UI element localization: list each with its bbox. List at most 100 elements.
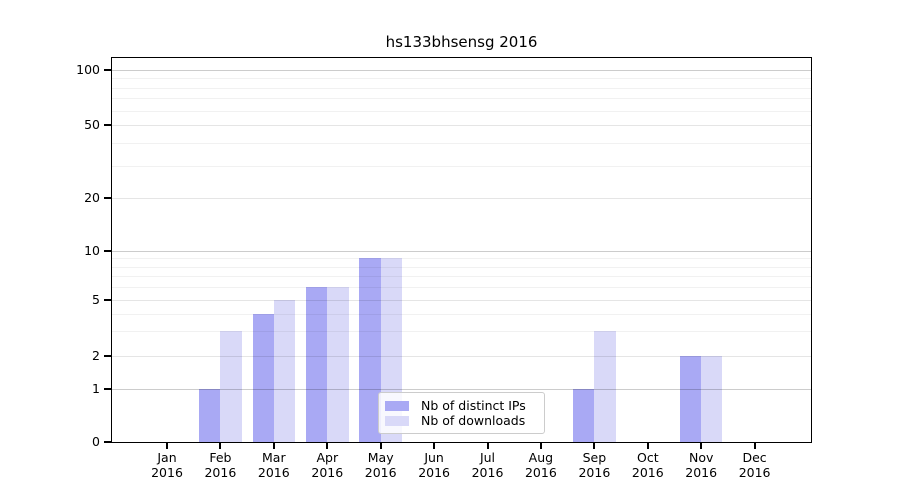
x-tick-month: Dec (742, 450, 767, 465)
chart-title: hs133bhsensg 2016 (385, 33, 538, 51)
gridline-100 (112, 70, 811, 71)
x-tick-label-jun: Jun 2016 (407, 450, 461, 480)
x-tick-year: 2016 (364, 465, 397, 480)
x-tick-label-aug: Aug 2016 (514, 450, 568, 480)
legend-label-downloads: Nb of downloads (421, 413, 526, 428)
y-tick-label-20: 20 (84, 190, 100, 205)
gridline-30 (112, 165, 811, 167)
gridline-60 (112, 110, 811, 112)
x-tick-month: Feb (209, 450, 232, 465)
legend: Nb of distinct IPs Nb of downloads (378, 392, 545, 434)
gridline-8 (112, 266, 811, 268)
y-tick-label-100: 100 (76, 62, 100, 77)
x-tick-label-feb: Feb 2016 (193, 450, 247, 480)
x-tick-label-nov: Nov 2016 (674, 450, 728, 480)
x-tick-year: 2016 (631, 465, 664, 480)
x-tick-year: 2016 (471, 465, 504, 480)
x-tick-year: 2016 (685, 465, 718, 480)
gridline-80 (112, 87, 811, 89)
gridline-1 (112, 389, 811, 390)
x-tick-label-sep: Sep 2016 (567, 450, 621, 480)
gridline-5 (112, 300, 811, 301)
gridline-3 (112, 331, 811, 333)
x-tick-month: Nov (688, 450, 714, 465)
y-tick-label-5: 5 (92, 292, 100, 307)
x-tick-year: 2016 (257, 465, 290, 480)
gridline-40 (112, 142, 811, 144)
gridline-7 (112, 276, 811, 278)
gridline-10 (112, 251, 811, 252)
x-tick-mark-mar (272, 443, 275, 449)
y-tick-mark-10 (104, 250, 112, 252)
bar-downloads-nov (701, 356, 723, 442)
x-tick-mark-oct (646, 443, 649, 449)
x-tick-label-oct: Oct 2016 (621, 450, 675, 480)
gridline-9 (112, 258, 811, 260)
bar-distinct-ips-sep (573, 389, 595, 442)
y-tick-mark-2 (104, 355, 112, 357)
bar-distinct-ips-apr (306, 287, 328, 442)
legend-label-distinct-ips: Nb of distinct IPs (421, 398, 526, 413)
x-tick-year: 2016 (738, 465, 771, 480)
x-tick-label-may: May 2016 (354, 450, 408, 480)
x-tick-label-apr: Apr 2016 (300, 450, 354, 480)
y-tick-mark-1 (104, 388, 112, 390)
x-tick-label-dec: Dec 2016 (728, 450, 782, 480)
x-tick-year: 2016 (578, 465, 611, 480)
y-tick-mark-20 (104, 197, 112, 199)
gridline-6 (112, 287, 811, 289)
x-tick-month: May (367, 450, 394, 465)
y-tick-mark-0 (104, 441, 112, 443)
x-tick-mark-nov (700, 443, 703, 449)
x-tick-mark-apr (326, 443, 329, 449)
x-tick-mark-aug (539, 443, 542, 449)
plot-area (111, 57, 812, 443)
y-tick-label-2: 2 (92, 348, 100, 363)
legend-swatch-downloads (385, 415, 409, 426)
x-tick-month: Mar (262, 450, 286, 465)
legend-swatch-distinct-ips (385, 400, 409, 411)
x-tick-mark-jul (486, 443, 489, 449)
bar-distinct-ips-may (359, 258, 381, 442)
bar-distinct-ips-mar (252, 313, 274, 442)
x-tick-mark-dec (753, 443, 756, 449)
x-tick-label-mar: Mar 2016 (247, 450, 301, 480)
x-tick-year: 2016 (418, 465, 450, 480)
x-tick-month: Jan (157, 450, 177, 465)
x-tick-mark-jun (433, 443, 436, 449)
x-tick-month: Oct (636, 450, 659, 465)
x-tick-mark-may (379, 443, 382, 449)
x-tick-year: 2016 (524, 465, 557, 480)
x-tick-label-jan: Jan 2016 (140, 450, 194, 480)
y-tick-label-0: 0 (92, 434, 100, 449)
x-tick-label-jul: Jul 2016 (461, 450, 515, 480)
x-tick-year: 2016 (311, 465, 344, 480)
legend-item-downloads: Nb of downloads (385, 413, 544, 428)
x-tick-month: Sep (582, 450, 607, 465)
gridline-2 (112, 356, 811, 357)
legend-item-distinct-ips: Nb of distinct IPs (385, 398, 544, 413)
y-tick-label-1: 1 (92, 381, 100, 396)
bar-distinct-ips-feb (199, 389, 221, 442)
x-tick-month: Jul (479, 450, 496, 465)
x-tick-year: 2016 (151, 465, 183, 480)
gridlines-layer (112, 58, 811, 442)
y-tick-mark-5 (104, 299, 112, 301)
gridline-20 (112, 198, 811, 199)
y-tick-label-10: 10 (84, 243, 100, 258)
x-tick-mark-jan (166, 443, 168, 449)
y-tick-mark-50 (104, 124, 112, 126)
bar-distinct-ips-nov (679, 356, 702, 442)
gridline-90 (112, 78, 811, 80)
x-tick-mark-feb (219, 443, 222, 449)
x-tick-month: Apr (316, 450, 339, 465)
x-tick-month: Aug (528, 450, 554, 465)
bar-downloads-sep (594, 331, 616, 442)
bar-downloads-feb (220, 331, 242, 442)
bar-downloads-apr (327, 287, 349, 442)
gridline-4 (112, 313, 811, 315)
gridline-50 (112, 125, 811, 126)
gridline-70 (112, 98, 811, 100)
x-tick-month: Jun (424, 450, 444, 465)
y-tick-mark-100 (104, 69, 112, 71)
